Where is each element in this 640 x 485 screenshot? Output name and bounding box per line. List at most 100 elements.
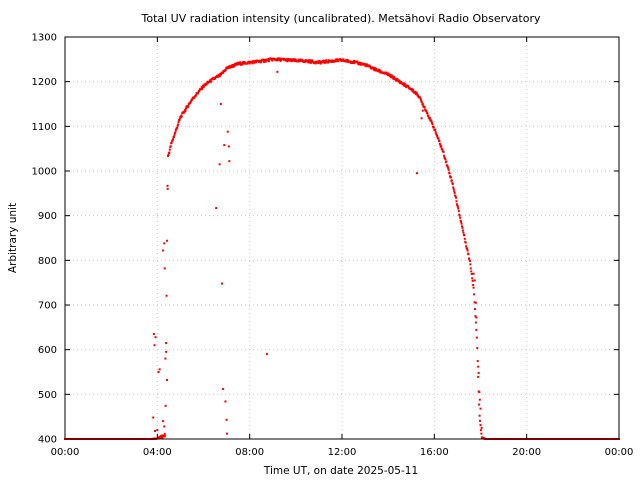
data-point (222, 387, 225, 390)
data-point (161, 436, 164, 439)
data-point (391, 75, 394, 78)
data-point (163, 267, 166, 270)
data-point (438, 140, 441, 143)
data-point (476, 360, 479, 363)
data-point (297, 60, 300, 63)
data-point (224, 400, 227, 403)
y-tick-label: 1300 (32, 33, 57, 44)
data-point (248, 62, 251, 65)
x-tick-label: 04:00 (143, 447, 172, 458)
data-point (162, 420, 165, 423)
data-point (201, 88, 204, 90)
data-point (389, 76, 392, 79)
data-point (466, 247, 469, 250)
data-point (166, 187, 169, 190)
data-point (157, 371, 160, 373)
data-point (325, 59, 328, 62)
data-point (453, 191, 456, 194)
data-point (169, 145, 172, 148)
data-point (469, 267, 472, 270)
grid-lines (65, 37, 619, 439)
data-point (166, 155, 169, 158)
data-point (417, 94, 420, 97)
data-point (294, 58, 297, 61)
data-point (473, 308, 476, 311)
data-point (189, 102, 192, 105)
data-point (461, 225, 464, 228)
data-point (372, 67, 375, 70)
data-point (265, 353, 268, 356)
y-axis-label: Arbitrary unit (7, 203, 19, 273)
data-point (246, 62, 249, 65)
data-point (195, 94, 198, 97)
data-point (413, 91, 416, 94)
data-point (178, 118, 181, 121)
data-point (479, 407, 482, 410)
data-point (474, 321, 477, 324)
data-point (450, 179, 453, 182)
data-point (412, 88, 415, 91)
data-point (411, 90, 414, 93)
data-point (475, 328, 478, 331)
data-point (410, 87, 413, 90)
data-point (233, 65, 236, 68)
data-point (472, 283, 475, 286)
data-point (434, 128, 437, 131)
data-point (174, 129, 177, 132)
data-point (239, 61, 242, 64)
data-point (476, 347, 479, 350)
data-point (474, 315, 477, 318)
data-point (373, 67, 376, 69)
data-point (432, 126, 435, 129)
data-point (445, 160, 448, 163)
data-point (160, 434, 163, 437)
data-point (262, 58, 265, 61)
data-point (458, 213, 461, 216)
data-point (154, 336, 157, 339)
data-point (221, 72, 224, 75)
data-point (460, 222, 463, 225)
data-point (337, 60, 340, 63)
data-point (190, 100, 193, 103)
data-point (186, 106, 189, 109)
data-point (473, 301, 476, 304)
data-point (461, 229, 464, 232)
data-point (443, 154, 446, 157)
data-point (415, 91, 418, 94)
data-point (218, 163, 221, 166)
data-point (407, 85, 410, 88)
data-point (339, 58, 342, 61)
data-point (477, 371, 480, 374)
data-point (170, 141, 173, 144)
data-point (345, 60, 348, 63)
data-point (454, 195, 457, 198)
data-point (455, 203, 458, 206)
data-point (478, 414, 481, 417)
data-point (422, 104, 425, 107)
data-point (455, 196, 458, 199)
data-point (310, 61, 313, 64)
data-point (227, 66, 230, 69)
data-point (156, 429, 159, 432)
data-point (395, 79, 398, 82)
data-point (184, 107, 187, 110)
data-point (205, 83, 208, 86)
data-point (466, 249, 469, 252)
data-point (420, 117, 423, 120)
data-point (252, 60, 255, 63)
x-tick-label: 20:00 (512, 447, 541, 458)
data-point (419, 98, 422, 101)
data-point (457, 207, 460, 210)
data-point (215, 207, 218, 210)
data-point (452, 186, 455, 189)
x-tick-label: 00:00 (51, 447, 80, 458)
data-point (430, 120, 433, 123)
data-point (314, 62, 317, 65)
data-point (400, 80, 403, 83)
data-point (467, 253, 470, 256)
x-tick-label: 16:00 (420, 447, 449, 458)
data-point (166, 379, 169, 382)
data-point (472, 272, 475, 275)
data-point (224, 69, 227, 72)
